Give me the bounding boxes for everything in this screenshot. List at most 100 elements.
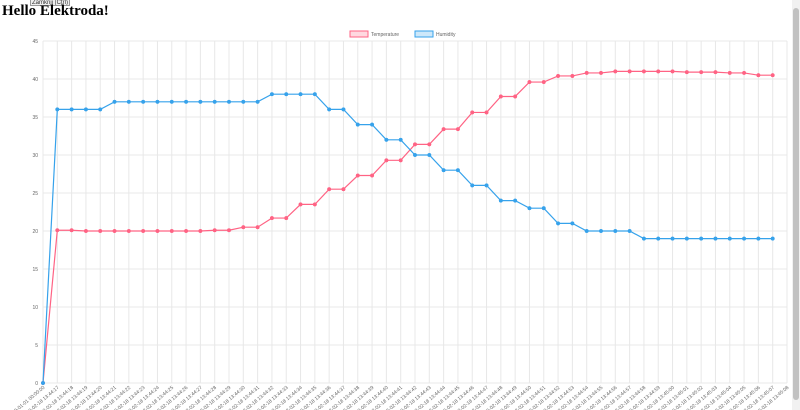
data-point [126,99,131,104]
data-point [641,69,646,74]
grid-lines [42,40,788,384]
data-point [40,380,46,386]
data-point [727,70,732,75]
data-point [141,99,146,104]
data-point [98,107,103,112]
data-point [641,236,646,241]
page-title: Hello Elektroda! [2,3,109,19]
data-point [556,73,561,79]
data-point [341,107,346,112]
data-point [584,228,589,234]
data-point [584,70,589,75]
data-point [269,216,274,221]
data-point [327,107,332,112]
data-point [384,137,389,142]
data-point [241,225,246,230]
data-point [126,228,131,234]
data-point [355,122,360,127]
y-tick-label: 15 [32,267,38,273]
vertical-scrollbar[interactable] [792,0,800,410]
data-point [169,99,174,104]
data-point [484,183,489,188]
data-point [484,110,489,115]
data-point [98,228,103,234]
data-point [541,206,546,211]
data-point [155,228,160,234]
data-point [498,94,503,99]
legend-label: Temperature [371,32,399,38]
data-point [570,73,575,79]
data-point [112,228,117,234]
scrollbar-thumb[interactable] [793,8,799,400]
data-point [498,198,503,203]
data-point [613,228,618,234]
series-lines [40,69,775,386]
data-point [756,73,761,78]
close-button[interactable]: Zamknij (Ctrl) [30,0,70,6]
data-point [455,168,460,173]
data-point [198,99,203,104]
y-tick-label: 40 [32,77,38,83]
data-point [727,236,732,241]
data-point [212,228,217,233]
data-point [312,202,317,207]
data-point [398,137,403,142]
y-tick-label: 10 [32,305,38,311]
data-point [613,69,618,74]
data-point [527,206,532,211]
data-point [412,142,418,147]
data-point [684,236,689,241]
data-point [427,152,432,158]
data-point [298,92,303,97]
data-point [398,158,403,163]
data-point [284,92,289,97]
data-point [226,228,232,233]
data-point [470,110,475,115]
data-point [412,152,418,158]
data-point [441,168,446,173]
data-point [756,236,761,241]
data-point [742,70,747,75]
data-point [184,99,189,104]
y-tick-label: 30 [32,153,38,159]
data-point [699,236,704,241]
data-point [670,236,675,241]
data-point [598,228,604,234]
data-point [513,198,518,203]
data-point [198,228,203,234]
data-point [184,228,189,234]
data-point [699,70,704,75]
data-point [355,173,360,178]
data-point [83,228,88,234]
data-point [255,99,260,104]
data-point [55,228,60,233]
data-point [370,173,375,178]
data-point [441,127,446,132]
data-point [656,236,661,241]
data-point [670,69,675,74]
data-point [112,99,117,104]
data-point [241,99,246,104]
data-point [541,79,546,85]
data-point [713,236,718,241]
data-point [327,187,332,192]
y-tick-label: 0 [35,381,38,387]
data-point [742,236,747,241]
data-point [627,228,632,234]
data-point [370,122,375,127]
data-point [656,69,661,74]
series-line-0 [42,70,773,384]
data-point [470,183,475,188]
data-point [770,73,775,78]
data-point [570,221,575,226]
legend: Temperature Humidity [349,30,456,38]
y-tick-label: 25 [32,191,38,197]
data-point [69,107,74,112]
data-point [684,70,689,75]
legend-swatch-0 [349,30,369,38]
data-point [770,236,775,241]
data-point [598,70,604,75]
data-point [155,99,160,104]
data-point [556,221,561,226]
